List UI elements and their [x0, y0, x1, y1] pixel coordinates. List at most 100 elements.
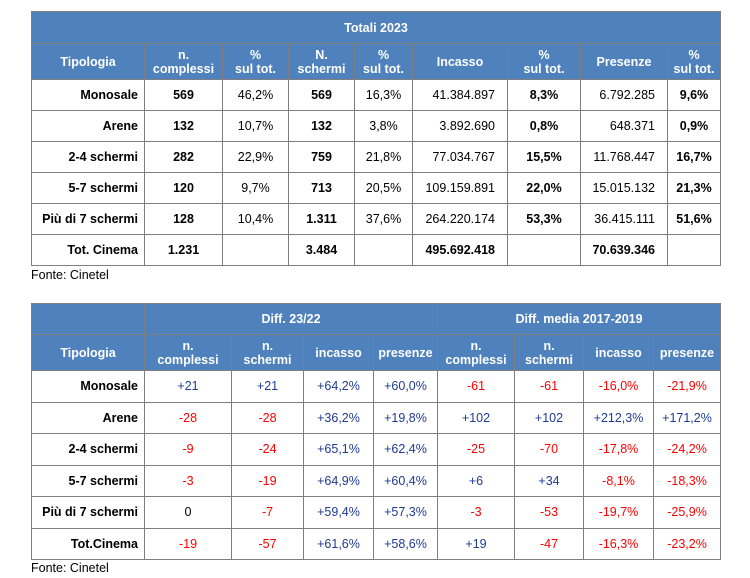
table-cell [354, 234, 413, 266]
table-cell: 120 [144, 172, 223, 204]
table-cell: 759 [288, 141, 355, 173]
table-title: Totali 2023 [31, 11, 721, 44]
table-cell: -17,8% [583, 433, 654, 466]
table-cell: -21,9% [652, 370, 722, 403]
table-cell: +36,2% [303, 401, 374, 434]
table-row: 2-4 schermi 282 22,9% 759 21,8% 77.034.767 15,… [31, 141, 721, 173]
column-header-text: % [249, 47, 262, 62]
column-header: presenze [652, 334, 722, 371]
column-header-text: presenze [659, 345, 715, 360]
row-label: Arene [31, 110, 145, 142]
column-header-text: complessi [152, 61, 215, 76]
table-cell: -23,2% [652, 527, 722, 560]
column-header: incasso [303, 334, 374, 371]
table-cell: +59,4% [303, 496, 374, 529]
table-cell: 3.484 [288, 234, 355, 266]
row-label: Più di 7 schermi [31, 496, 145, 529]
table-cell: +62,4% [373, 433, 438, 466]
header-row: Tipologia n. complessi n. schermi incasso pres… [31, 334, 722, 371]
table-cell: +60,0% [373, 370, 438, 403]
table-cell: -18,3% [652, 464, 722, 497]
row-label: Arene [31, 401, 145, 434]
row-label: 5-7 schermi [31, 172, 145, 204]
table-cell: -28 [231, 401, 304, 434]
table-cell: 713 [288, 172, 355, 204]
column-header-text: complessi [445, 352, 507, 367]
table-cell: +6 [437, 464, 515, 497]
table-cell: -3 [144, 464, 232, 497]
table-cell [507, 234, 581, 266]
row-label: Più di 7 schermi [31, 203, 145, 235]
table-cell: 11.768.447 [580, 141, 668, 173]
table-cell: 22,0% [507, 172, 581, 204]
table-cell [667, 234, 721, 266]
table-row: Arene -28 -28 +36,2% +19,8% +102 +102 +212,3% +1… [31, 401, 722, 434]
table-cell: +102 [514, 401, 584, 434]
table-cell: 16,7% [667, 141, 721, 173]
table-cell: -24 [231, 433, 304, 466]
table-cell: 132 [144, 110, 223, 142]
column-header: % sul tot. [354, 43, 413, 80]
column-header-text: n. [182, 338, 194, 353]
table-cell: -25,9% [652, 496, 722, 529]
table-cell: 15.015.132 [580, 172, 668, 204]
table-row: 5-7 schermi -3 -19 +64,9% +60,4% +6 +34 -8,1% -1… [31, 464, 722, 497]
table-row: Monosale +21 +21 +64,2% +60,0% -61 -61 -16,0% -2… [31, 370, 722, 403]
column-header-text: n. [261, 338, 274, 353]
source-note: Fonte: Cinetel [31, 268, 109, 282]
table-cell: +102 [437, 401, 515, 434]
column-header-text: Tipologia [60, 54, 116, 69]
table-cell: 16,3% [354, 79, 413, 111]
column-header-text: schermi [525, 352, 573, 367]
table-cell: 22,9% [222, 141, 289, 173]
column-header-text: sul tot. [673, 61, 715, 76]
column-header-text: Incasso [436, 54, 484, 69]
column-header-text: schermi [243, 352, 292, 367]
table-cell: -24,2% [652, 433, 722, 466]
table-cell: 128 [144, 203, 223, 235]
table-cell: +21 [231, 370, 304, 403]
table-cell: 15,5% [507, 141, 581, 173]
group-header-diff-23-22: Diff. 23/22 [144, 303, 438, 335]
column-header: % sul tot. [507, 43, 581, 80]
column-header: Presenze [580, 43, 668, 80]
table-cell: -3 [437, 496, 515, 529]
table-row: Tot.Cinema -19 -57 +61,6% +58,6% +19 -47 -16,3%… [31, 527, 722, 560]
column-header: n. complessi [144, 334, 232, 371]
table-cell: 21,8% [354, 141, 413, 173]
table-cell: 9,6% [667, 79, 721, 111]
table-cell: -57 [231, 527, 304, 560]
table-cell: +57,3% [373, 496, 438, 529]
group-header-diff-media: Diff. media 2017-2019 [436, 303, 722, 335]
column-header-text: incasso [315, 345, 362, 360]
table-cell: -16,3% [583, 527, 654, 560]
column-header-text: n. [470, 338, 482, 353]
table-cell: 10,7% [222, 110, 289, 142]
table-row: Arene 132 10,7% 132 3,8% 3.892.690 0,8% 648.371… [31, 110, 721, 142]
table-cell: 1.311 [288, 203, 355, 235]
column-header-text: presenze [378, 345, 433, 360]
table-cell: 282 [144, 141, 223, 173]
row-label: 2-4 schermi [31, 141, 145, 173]
table-cell: 51,6% [667, 203, 721, 235]
table-row: Più di 7 schermi 0 -7 +59,4% +57,3% -3 -53 -19,… [31, 496, 722, 529]
source-note: Fonte: Cinetel [31, 561, 109, 575]
table-cell: 36.415.111 [580, 203, 668, 235]
table-cell: +58,6% [373, 527, 438, 560]
column-header-text: % [538, 47, 550, 62]
table-cell: 569 [144, 79, 223, 111]
column-header-text: Tipologia [60, 345, 116, 360]
table-cell: -7 [231, 496, 304, 529]
table-cell: -47 [514, 527, 584, 560]
column-header-text: incasso [595, 345, 642, 360]
table-cell: +212,3% [583, 401, 654, 434]
table-cell: +171,2% [652, 401, 722, 434]
table-cell: 648.371 [580, 110, 668, 142]
column-header-text: sul tot. [363, 61, 404, 76]
table-cell: 10,4% [222, 203, 289, 235]
table-cell: 20,5% [354, 172, 413, 204]
column-header: Tipologia [31, 43, 145, 80]
column-header-text: sul tot. [235, 61, 276, 76]
table-cell: 0 [144, 496, 232, 529]
table-cell: -16,0% [583, 370, 654, 403]
